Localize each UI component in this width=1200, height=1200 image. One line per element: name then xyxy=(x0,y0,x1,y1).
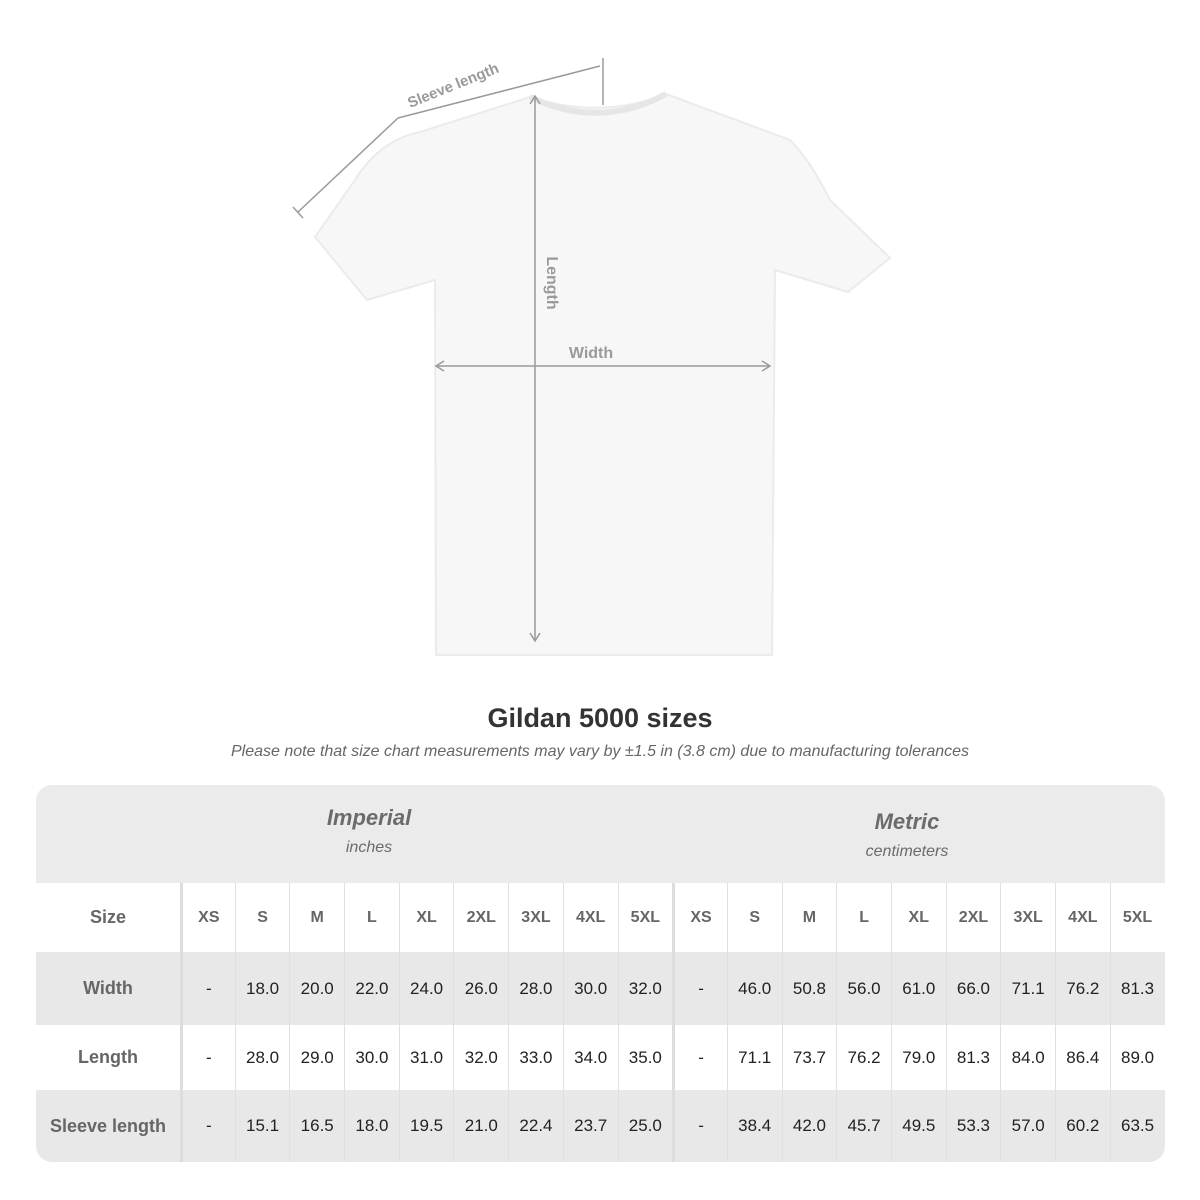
value-cell: 23.7 xyxy=(562,1090,618,1162)
value-cell: 56.0 xyxy=(836,952,891,1025)
value-cell: 71.1 xyxy=(1000,952,1055,1025)
value-cell: 45.7 xyxy=(836,1090,891,1162)
size-header-cell: 5XL xyxy=(617,883,673,952)
size-header-cell: L xyxy=(344,883,399,952)
size-table: Imperial inches Metric centimeters Size X… xyxy=(36,785,1165,1162)
size-header-cell: 3XL xyxy=(508,883,563,952)
metric-title: Metric xyxy=(874,809,940,834)
chart-title: Gildan 5000 sizes xyxy=(487,703,713,733)
size-header-cell: L xyxy=(836,883,891,952)
value-cell: 76.2 xyxy=(836,1025,891,1090)
width-label: Width xyxy=(569,345,613,362)
value-cell: 66.0 xyxy=(945,952,1001,1025)
size-header-cell: XL xyxy=(890,883,946,952)
size-header-row: Size XS S M L XL 2XL 3XL 4XL 5XL XS S M L XL 2XL 3XL 4XL 5… xyxy=(36,883,1165,952)
value-cell: - xyxy=(672,952,727,1025)
size-header-cell: 4XL xyxy=(562,883,618,952)
imperial-title: Imperial xyxy=(326,805,412,830)
value-cell: 18.0 xyxy=(344,1090,399,1162)
size-header-cell: 2XL xyxy=(945,883,1001,952)
value-cell: - xyxy=(672,1025,727,1090)
value-cell: 63.5 xyxy=(1109,1090,1165,1162)
table-row: Length -28.0 29.0 30.0 31.0 32.0 33.0 34.0 35.0-… xyxy=(36,1025,1165,1090)
value-cell: 16.5 xyxy=(289,1090,344,1162)
value-cell: 21.0 xyxy=(453,1090,508,1162)
row-label: Width xyxy=(83,978,133,998)
value-cell: 30.0 xyxy=(344,1025,399,1090)
value-cell: 71.1 xyxy=(726,1025,782,1090)
value-cell: 22.0 xyxy=(344,952,399,1025)
value-cell: 24.0 xyxy=(398,952,454,1025)
value-cell: 49.5 xyxy=(890,1090,946,1162)
value-cell: 53.3 xyxy=(945,1090,1001,1162)
value-cell: 57.0 xyxy=(1000,1090,1055,1162)
value-cell: - xyxy=(672,1090,727,1162)
size-header-cell: XS xyxy=(672,883,727,952)
row-label: Length xyxy=(78,1047,138,1067)
value-cell: 81.3 xyxy=(1109,952,1165,1025)
value-cell: 50.8 xyxy=(781,952,837,1025)
value-cell: 61.0 xyxy=(890,952,946,1025)
size-header-cell: M xyxy=(781,883,837,952)
value-cell: - xyxy=(180,1090,235,1162)
value-cell: 60.2 xyxy=(1055,1090,1110,1162)
size-header-cell: S xyxy=(234,883,290,952)
size-header-cell: XS xyxy=(180,883,235,952)
table-row: Sleeve length -15.1 16.5 18.0 19.5 21.0 22.4 23… xyxy=(36,1090,1165,1162)
value-cell: 79.0 xyxy=(890,1025,946,1090)
tshirt-diagram: Sleeve length Length Width xyxy=(292,58,892,656)
value-cell: 42.0 xyxy=(781,1090,837,1162)
value-cell: 33.0 xyxy=(508,1025,563,1090)
value-cell: 32.0 xyxy=(453,1025,508,1090)
metric-unit: centimeters xyxy=(865,843,949,860)
value-cell: 20.0 xyxy=(289,952,344,1025)
value-cell: - xyxy=(180,1025,235,1090)
tshirt-shape xyxy=(313,92,892,656)
row-label: Sleeve length xyxy=(49,1115,167,1136)
value-cell: 26.0 xyxy=(453,952,508,1025)
size-header-cell: 2XL xyxy=(453,883,508,952)
size-header-cell: 4XL xyxy=(1055,883,1110,952)
size-header-cell: 5XL xyxy=(1109,883,1165,952)
value-cell: 76.2 xyxy=(1055,952,1110,1025)
value-cell: 81.3 xyxy=(945,1025,1001,1090)
tolerance-note: Please note that size chart measurements… xyxy=(230,743,970,760)
value-cell: 18.0 xyxy=(234,952,290,1025)
value-cell: 89.0 xyxy=(1109,1025,1165,1090)
size-header-cell: S xyxy=(726,883,782,952)
value-cell: 30.0 xyxy=(562,952,618,1025)
size-header-cell: XL xyxy=(398,883,454,952)
value-cell: 28.0 xyxy=(234,1025,290,1090)
value-cell: 35.0 xyxy=(617,1025,673,1090)
units-header xyxy=(36,785,1165,883)
row-label: Size xyxy=(89,907,127,927)
value-cell: 38.4 xyxy=(726,1090,782,1162)
value-cell: 19.5 xyxy=(398,1090,454,1162)
value-cell: 28.0 xyxy=(508,952,563,1025)
value-cell: 46.0 xyxy=(726,952,782,1025)
imperial-header: Imperial inches xyxy=(180,805,558,857)
value-cell: 86.4 xyxy=(1055,1025,1110,1090)
value-cell: 29.0 xyxy=(289,1025,344,1090)
value-cell: 84.0 xyxy=(1000,1025,1055,1090)
metric-header: Metric centimeters xyxy=(672,809,1142,861)
table-row: Width -18.0 20.0 22.0 24.0 26.0 28.0 30.0 32.0-4… xyxy=(36,952,1165,1025)
size-header-cell: 3XL xyxy=(1000,883,1055,952)
imperial-unit: inches xyxy=(345,839,393,856)
size-header-cell: M xyxy=(289,883,344,952)
value-cell: 34.0 xyxy=(562,1025,618,1090)
value-cell: 31.0 xyxy=(398,1025,454,1090)
value-cell: 32.0 xyxy=(617,952,673,1025)
length-label: Length xyxy=(543,256,560,309)
value-cell: - xyxy=(180,952,235,1025)
value-cell: 15.1 xyxy=(234,1090,290,1162)
value-cell: 25.0 xyxy=(617,1090,673,1162)
value-cell: 22.4 xyxy=(508,1090,563,1162)
value-cell: 73.7 xyxy=(781,1025,837,1090)
